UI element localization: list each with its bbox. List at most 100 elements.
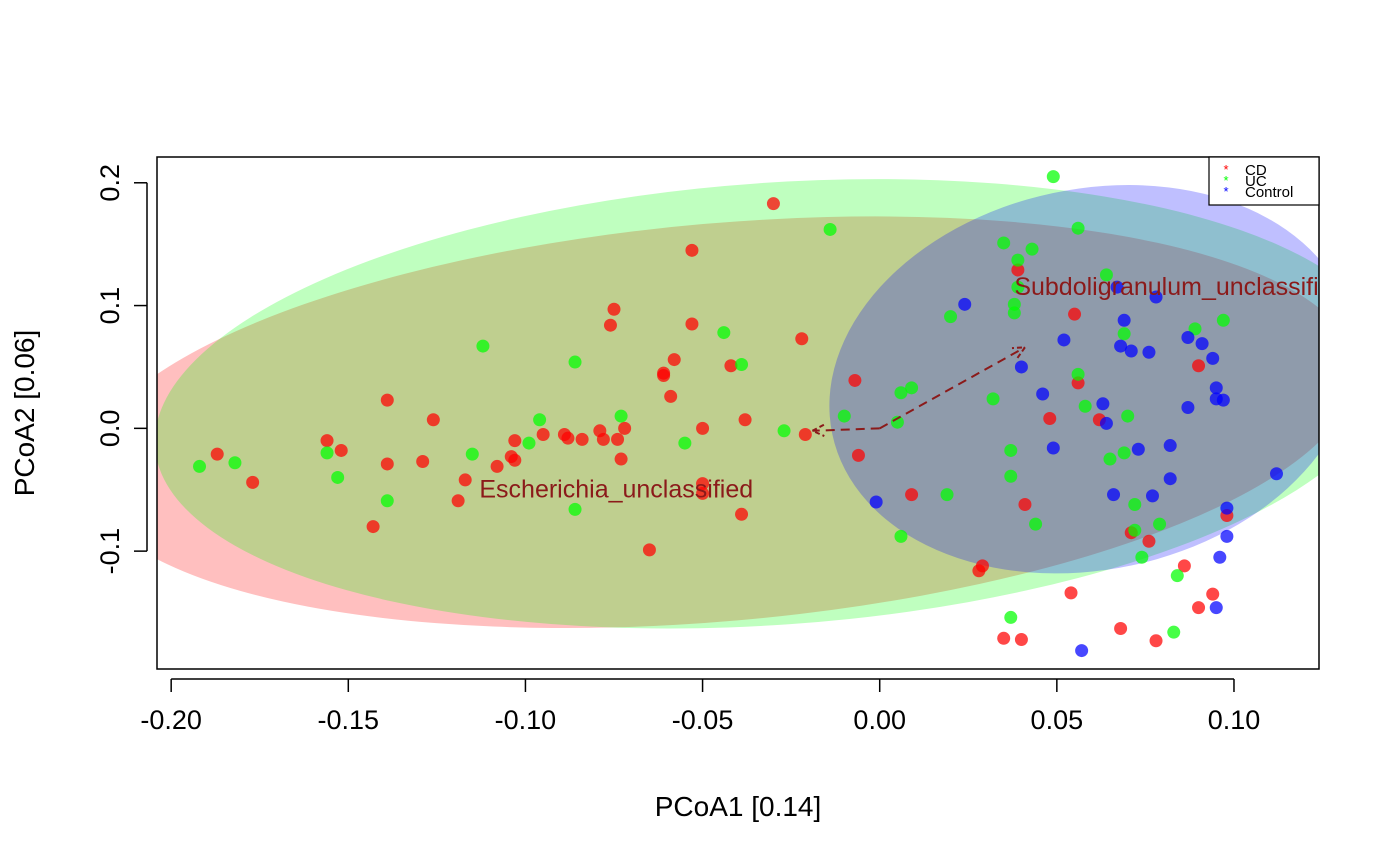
biplot-arrow (812, 427, 880, 432)
point-uc (228, 456, 242, 470)
point-cd (611, 432, 625, 446)
point-cd (508, 453, 522, 467)
point-uc (986, 392, 1000, 406)
point-cd (1192, 359, 1206, 373)
point-control (1117, 313, 1131, 327)
x-tick-label: 0.10 (1208, 705, 1261, 735)
point-cd (657, 366, 671, 380)
x-tick-label: -0.05 (672, 705, 734, 735)
biplot-arrow (879, 346, 1026, 430)
point-cd (905, 488, 919, 502)
point-control (1110, 280, 1124, 294)
point-cd (320, 434, 334, 448)
x-tick-label: 0.00 (853, 705, 906, 735)
point-cd (1043, 412, 1057, 426)
point-cd (618, 421, 632, 435)
point-control (1075, 644, 1089, 658)
point-uc (1004, 443, 1018, 457)
point-uc (735, 358, 749, 372)
x-tick-label: -0.20 (140, 705, 202, 735)
x-tick-label: 0.05 (1031, 705, 1084, 735)
point-control (1269, 467, 1283, 481)
point-cd (575, 432, 589, 446)
point-cd (766, 197, 780, 211)
legend-label: Control (1245, 184, 1293, 201)
point-control (1096, 397, 1110, 411)
point-cd (738, 413, 752, 427)
point-uc (890, 415, 904, 429)
axes: -0.20 -0.15 -0.10 -0.05 0.00 0.05 0.10 -0.1 0.0 0… (95, 164, 1260, 735)
point-cd (607, 302, 621, 316)
x-axis-label: PCoA1 [0.14] (655, 791, 822, 822)
point-cd (210, 447, 224, 461)
point-uc (568, 502, 582, 516)
point-cd (1014, 633, 1028, 647)
point-uc (1103, 452, 1117, 466)
point-cd (451, 494, 465, 508)
point-uc (777, 424, 791, 438)
point-cd (1068, 307, 1082, 321)
point-cd (1177, 559, 1191, 573)
point-cd (795, 332, 809, 346)
point-control (1216, 393, 1230, 407)
point-cd (1149, 634, 1163, 648)
point-cd (997, 631, 1011, 645)
point-uc (894, 529, 908, 543)
point-cd (603, 318, 617, 332)
point-cd (1142, 534, 1156, 548)
point-cd (366, 520, 380, 534)
point-cd (848, 373, 862, 387)
y-tick-label: 0.2 (95, 164, 125, 202)
point-uc (1025, 242, 1039, 256)
point-cd (851, 448, 865, 462)
point-uc (837, 409, 851, 423)
point-cd (561, 431, 575, 445)
legend: * CD * UC * Control (1208, 156, 1320, 206)
point-uc (465, 447, 479, 461)
point-cd (1011, 263, 1025, 277)
point-cd (380, 393, 394, 407)
biplot-label: Escherichia_unclassified (479, 476, 753, 504)
biplot-vectors: Subdoligranulum_unclassified Escherichia_… (479, 273, 1346, 504)
point-cd (724, 359, 738, 373)
point-cd (664, 389, 678, 403)
point-control (1145, 489, 1159, 503)
point-uc (533, 413, 547, 427)
y-axis-label: PCoA2 [0.06] (9, 330, 40, 497)
point-cd (380, 457, 394, 471)
point-uc (193, 459, 207, 473)
point-uc (1128, 497, 1142, 511)
point-cd (1064, 586, 1078, 600)
plot-frame (156, 156, 1320, 670)
point-uc (1011, 280, 1025, 294)
point-cd (1114, 621, 1128, 635)
point-cd (1192, 601, 1206, 615)
point-cd (685, 243, 699, 257)
point-uc (1170, 569, 1184, 583)
point-control (1220, 501, 1234, 515)
point-control (1149, 290, 1163, 304)
biplot-label: Subdoligranulum_unclassified (1014, 273, 1346, 301)
point-uc (997, 236, 1011, 250)
point-control (1099, 416, 1113, 430)
point-uc (1071, 367, 1085, 381)
legend-label: CD (1245, 162, 1267, 179)
legend-box (1208, 156, 1320, 206)
point-cd (426, 413, 440, 427)
point-uc (1117, 327, 1131, 341)
point-cd (334, 443, 348, 457)
point-cd (685, 317, 699, 331)
point-cd (458, 473, 472, 487)
point-cd (696, 421, 710, 435)
point-control (869, 495, 883, 509)
point-uc (320, 446, 334, 460)
point-uc (1029, 517, 1043, 531)
point-control (1213, 550, 1227, 564)
point-uc (944, 310, 958, 324)
point-uc (717, 326, 731, 340)
point-uc (1167, 625, 1181, 639)
point-uc (823, 222, 837, 236)
point-cd (1206, 587, 1220, 601)
point-uc (476, 339, 490, 353)
point-control (1014, 360, 1028, 374)
